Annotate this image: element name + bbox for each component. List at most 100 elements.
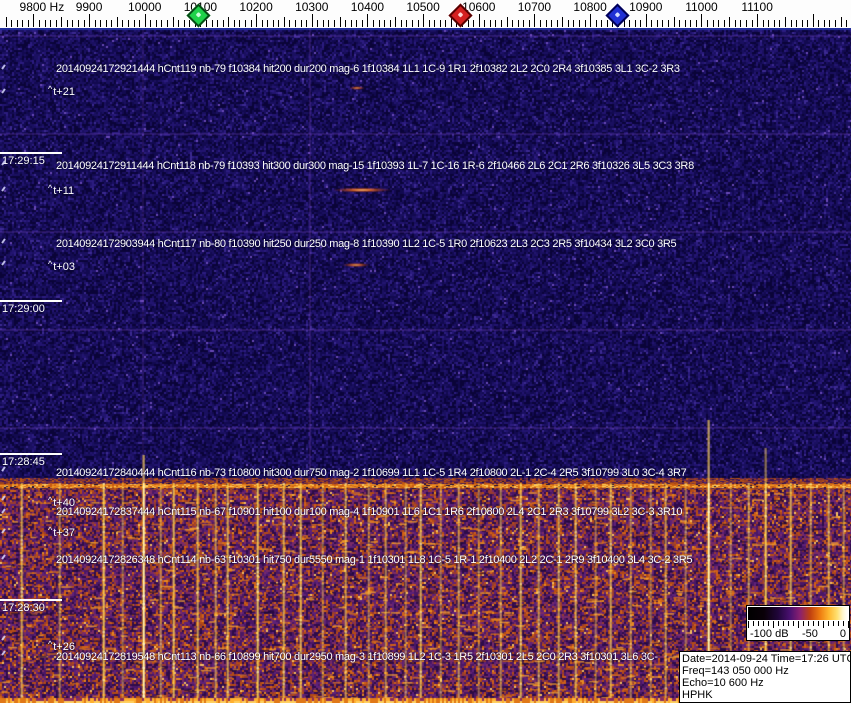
info-frequency: Freq=143 050 000 Hz [682,665,789,677]
color-scale-tick [753,621,754,626]
ruler-tick [339,17,341,27]
ruler-tick [311,14,313,27]
ruler-tick [384,20,386,27]
ruler-tick [183,20,185,27]
time-offset-label: t+21 [53,86,75,98]
info-station-code: HPHK [682,689,713,701]
ruler-tick [295,20,297,27]
spectrogram-canvas[interactable] [0,28,851,703]
ruler-tick [139,20,141,27]
ruler-tick [656,20,658,27]
color-scale-tick [803,621,804,626]
ruler-tick [222,20,224,27]
ruler-tick [27,20,29,27]
color-scale-tick [773,621,774,628]
detection-record-text: 20140924172837444 hCnt115 nb-67 f10901 h… [56,506,683,518]
color-scale-tick [758,621,759,626]
ruler-tick [328,20,330,27]
time-offset-row: ^t+21 [48,84,75,98]
status-info-box: Date=2014-09-24 Time=17:26 UTC Freq=143 … [679,651,851,703]
ruler-tick [22,20,24,27]
red-diamond-marker-center [457,11,464,18]
ruler-tick [495,20,497,27]
ruler-tick [835,20,837,27]
time-offset-row: ^t+40 [48,495,75,509]
color-scale-tick [823,621,824,628]
ruler-tick [228,17,230,27]
ruler-tick [89,14,91,27]
freq-label: 10700 [517,0,552,14]
ruler-tick [389,20,391,27]
ruler-tick [823,20,825,27]
color-scale-tick [828,621,829,626]
ruler-tick [128,20,130,27]
ruler-tick [161,20,163,27]
color-scale-tick [748,621,749,628]
ruler-tick [428,20,430,27]
detection-record-text: 20140924172921444 hCnt119 nb-79 f10384 h… [56,63,680,75]
ruler-tick [539,20,541,27]
ruler-tick [272,20,274,27]
detection-record-text: 20140924172903944 hCnt117 nb-80 f10390 h… [56,238,677,250]
ruler-tick [556,20,558,27]
color-scale-tick [768,621,769,626]
ruler-tick [662,20,664,27]
green-diamond-marker-center [195,11,202,18]
ruler-tick [601,20,603,27]
ruler-tick [450,17,452,27]
ruler-tick [361,20,363,27]
info-date-time: Date=2014-09-24 Time=17:26 UTC [682,653,851,665]
freq-label: 10600 [462,0,496,14]
ruler-tick [467,20,469,27]
ruler-tick [411,20,413,27]
freq-label: 10800 [573,0,607,14]
ruler-tick [267,20,269,27]
ruler-tick [506,17,508,27]
ruler-tick [645,14,647,27]
ruler-tick [679,20,681,27]
time-offset-row: ^t+37 [48,525,75,539]
blue-diamond-marker[interactable] [605,3,630,28]
ruler-tick [534,14,536,27]
ruler-tick [562,17,564,27]
time-offset-label: t+26 [53,641,75,653]
ruler-tick [256,14,258,27]
ruler-tick [734,20,736,27]
ruler-tick [812,14,814,27]
info-echo: Echo=10 600 Hz [682,677,764,689]
ruler-tick [38,20,40,27]
ruler-tick [122,20,124,27]
time-offset-row: ^t+26 [48,639,75,653]
ruler-tick [757,14,759,27]
freq-label: 11100 [741,0,773,14]
ruler-tick [334,20,336,27]
ruler-tick [578,20,580,27]
ruler-tick [707,20,708,27]
ruler-tick [100,20,102,27]
detection-record-text: 20140924172911444 hCnt118 nb-79 f10393 h… [56,160,694,172]
ruler-tick [217,20,219,27]
time-offset-label: t+11 [53,185,75,197]
ruler-tick [684,20,686,27]
time-label: 17:29:00 [2,303,45,315]
ruler-tick [801,20,803,27]
ruler-tick [239,20,241,27]
ruler-tick [372,20,374,27]
ruler-tick [584,20,586,27]
ruler-tick [434,20,436,27]
ruler-tick [768,20,770,27]
ruler-tick [417,20,419,27]
ruler-tick [105,20,107,27]
ruler-tick [673,17,675,27]
ruler-tick [72,20,74,27]
ruler-tick [779,20,781,27]
ruler-tick [244,20,246,27]
ruler-tick [50,20,52,27]
ruler-tick [807,20,809,27]
ruler-tick [155,20,157,27]
ruler-tick [551,20,553,27]
freq-label: 10900 [629,0,663,14]
ruler-tick [167,20,168,27]
ruler-tick [829,20,831,27]
ruler-tick [695,20,697,27]
